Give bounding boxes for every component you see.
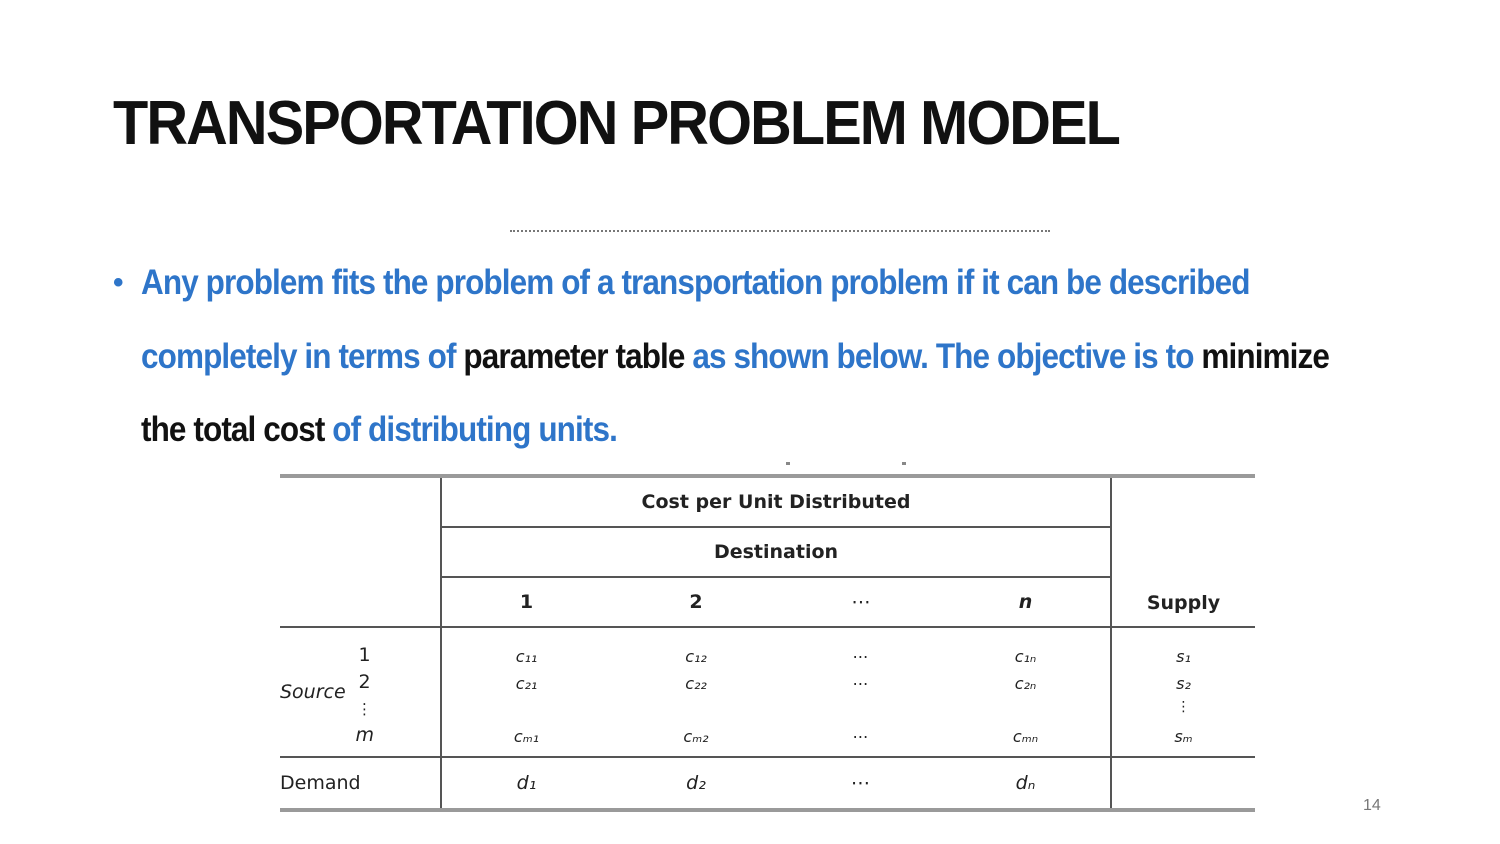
bullet-segment: of distributing units. [324, 410, 618, 449]
demand-cell-ellipsis: ⋯ [781, 757, 941, 812]
demand-label: Demand [280, 757, 441, 812]
supply-header: Supply [1111, 474, 1255, 628]
demand-cell: d₂ [611, 757, 781, 812]
column-header: n [941, 577, 1112, 628]
row-ellipsis-dotted-line [510, 230, 1050, 232]
demand-cell: d₁ [440, 757, 611, 812]
source-index: 1 [358, 644, 371, 666]
bullet-segment: Any problem fits the problem of a transp… [141, 263, 1250, 376]
source-indices: 1 2 ⋮ [357, 642, 372, 723]
corner-cell [280, 474, 441, 628]
supply-column: s₁ s₂ ⋮ sₘ [1111, 627, 1255, 758]
cost-cell: c₁₁ [515, 647, 538, 666]
slide-title: TRANSPORTATION PROBLEM MODEL [113, 89, 1121, 158]
source-label-cell: Source 1 2 ⋮ m [280, 627, 441, 758]
cost-cell-ellipsis: ⋯ [852, 647, 870, 666]
cost-cell-ellipsis: ⋯ [852, 727, 870, 746]
source-index: 2 [358, 671, 371, 693]
header-destination: Destination [440, 527, 1112, 578]
header-cost-per-unit: Cost per Unit Distributed [440, 474, 1112, 528]
bullet-highlight-parameter-table: parameter table [463, 336, 685, 376]
page-number: 14 [1363, 797, 1381, 814]
scan-mark [902, 462, 906, 465]
demand-supply-empty-cell [1111, 757, 1255, 812]
scan-mark [786, 462, 790, 465]
bullet-point: • Any problem fits the problem of a tran… [113, 246, 1330, 467]
column-header-ellipsis: ⋯ [781, 577, 941, 628]
parameter-table: Cost per Unit Distributed Supply Destina… [280, 474, 1255, 812]
supply-vdots: ⋮ [1176, 699, 1191, 715]
bullet-text: Any problem fits the problem of a transp… [141, 246, 1330, 467]
cost-cell: cₘ₁ [513, 727, 540, 746]
supply-cell: s₁ [1176, 647, 1191, 666]
cost-cell: cₘ₂ [683, 727, 709, 746]
supply-cell: s₂ [1176, 674, 1191, 693]
cost-cell-ellipsis: ⋯ [852, 674, 870, 693]
cost-column-ellipsis: ⋯ ⋯ ⋯ [781, 627, 941, 758]
column-header: 2 [611, 577, 781, 628]
column-header: 1 [440, 577, 611, 628]
cost-cell: cₘₙ [1012, 727, 1039, 746]
cost-column-2: c₁₂ c₂₂ cₘ₂ [611, 627, 781, 758]
supply-cell: sₘ [1174, 727, 1193, 746]
source-index-vdots: ⋮ [357, 700, 372, 718]
source-index-last: m [355, 724, 374, 746]
bullet-highlight-minimize-cost: minimize the total cost [141, 336, 1330, 450]
bullet-segment: as shown below. The objective is to [684, 336, 1202, 376]
cost-column-1: c₁₁ c₂₁ cₘ₁ [440, 627, 611, 758]
cost-column-n: c₁ₙ c₂ₙ cₘₙ [941, 627, 1112, 758]
cost-cell: c₁₂ [685, 647, 707, 666]
source-label: Source [280, 681, 346, 703]
bullet-dot-icon: • [113, 266, 123, 299]
demand-cell: dₙ [941, 757, 1112, 812]
cost-cell: c₂₁ [515, 674, 538, 693]
cost-cell: c₁ₙ [1014, 647, 1037, 666]
cost-cell: c₂₂ [685, 674, 707, 693]
cost-cell: c₂ₙ [1014, 674, 1037, 693]
